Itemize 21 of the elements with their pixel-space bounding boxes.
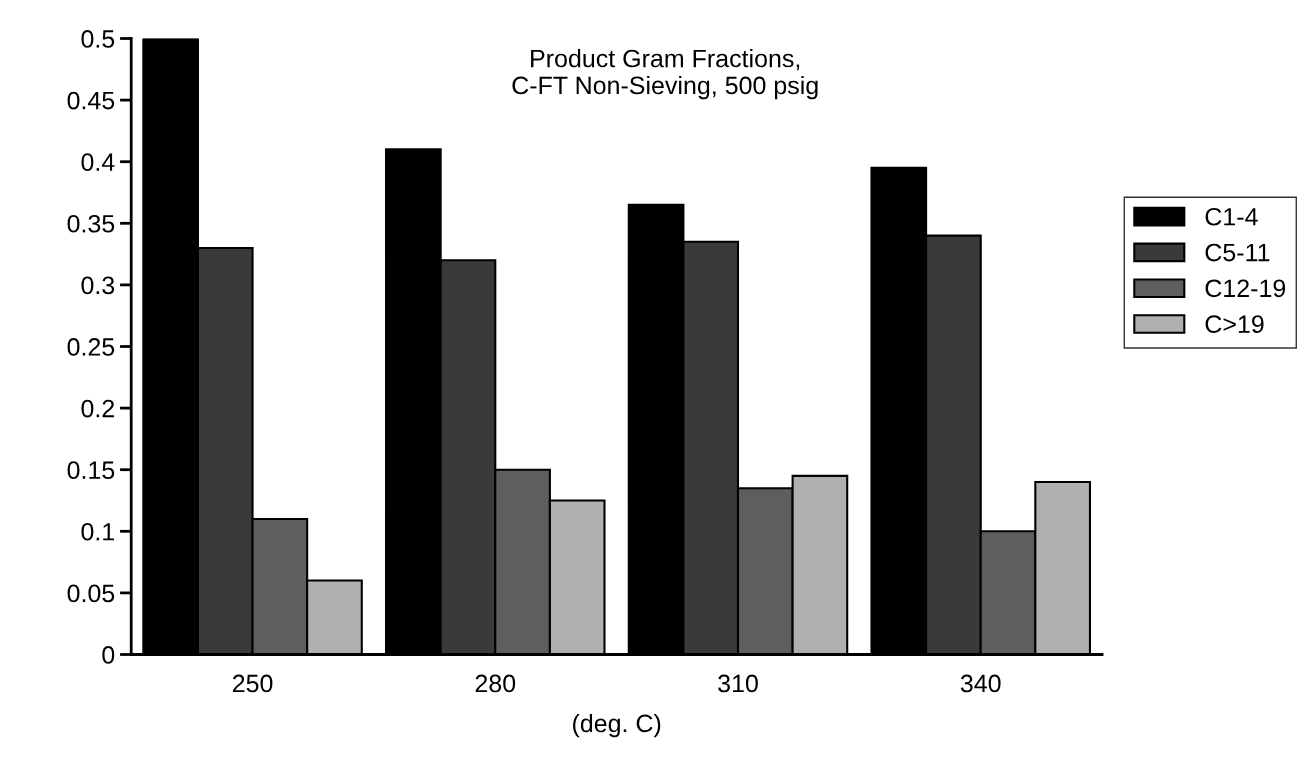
y-tick-label: 0.1 xyxy=(81,522,115,541)
x-tick-label: 250 xyxy=(232,674,273,693)
y-tick-label: 0.45 xyxy=(67,91,115,110)
y-tick-label: 0 xyxy=(102,646,115,664)
y-tick-label: 0.05 xyxy=(67,584,115,603)
y-tick-label: 0.3 xyxy=(81,276,115,295)
x-tick-label: 340 xyxy=(960,674,1001,693)
y-tick-label: 0.5 xyxy=(81,30,115,48)
legend-label: C5-11 xyxy=(1205,243,1270,262)
x-tick-label: 280 xyxy=(475,674,516,693)
x-tick-label: 310 xyxy=(718,674,758,693)
text: Product Gram Fractions, C-FT Non-Sieving, 500 psig xyxy=(512,49,818,100)
legend-label: C>19 xyxy=(1205,315,1264,333)
y-tick-label: 0.25 xyxy=(67,338,115,356)
y-tick-label: 0.2 xyxy=(81,399,114,418)
y-tick-label: 0.35 xyxy=(67,214,115,233)
legend-label: C12-19 xyxy=(1205,279,1286,298)
x-axis-title: (deg. C) xyxy=(573,713,661,738)
legend-label: C1-4 xyxy=(1205,207,1258,226)
y-tick-label: 0.4 xyxy=(81,153,115,171)
y-tick-label: 0.15 xyxy=(67,461,115,479)
